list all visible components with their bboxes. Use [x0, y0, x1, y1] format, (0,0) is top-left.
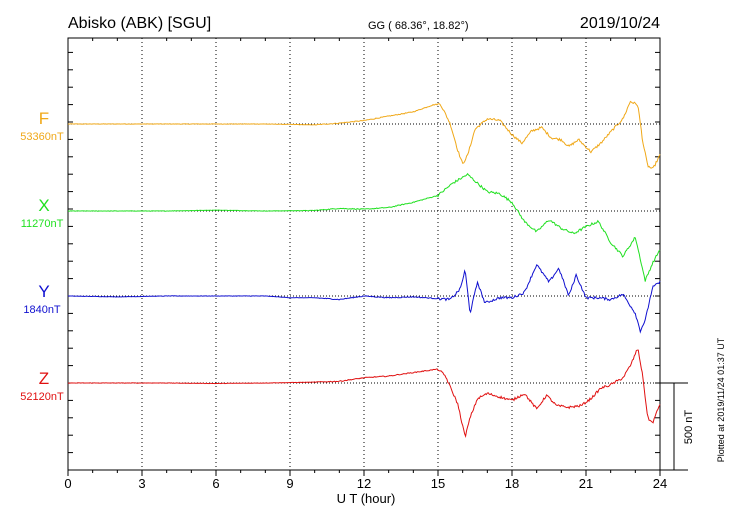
- series-baseline-value-x: 11270nT: [21, 218, 64, 230]
- series-baseline-value-y: 1840nT: [23, 304, 61, 316]
- x-tick-label: 3: [138, 476, 145, 491]
- plotted-timestamp: Plotted at 2019/11/24 01:37 UT: [716, 337, 726, 462]
- x-tick-label: 12: [357, 476, 371, 491]
- series-name-x: X: [38, 196, 49, 215]
- x-tick-label: 15: [431, 476, 445, 491]
- station-coords: GG ( 68.36°, 18.82°): [368, 20, 469, 32]
- series-name-z: Z: [39, 369, 49, 388]
- tick-layer: 0 3 6 9 12 15 18 21 24: [64, 38, 667, 491]
- scale-bar-label: 500 nT: [683, 410, 695, 445]
- x-tick-label: 9: [286, 476, 293, 491]
- series-name-y: Y: [38, 282, 49, 301]
- x-tick-label: 21: [579, 476, 593, 491]
- series-line-y: [67, 264, 661, 334]
- series-line-z: [67, 349, 661, 439]
- x-tick-label: 24: [653, 476, 667, 491]
- series-baseline-value-f: 53360nT: [20, 131, 64, 143]
- scale-bar: 500 nT: [660, 382, 695, 471]
- plot-date: 2019/10/24: [580, 15, 660, 32]
- grid-layer: [141, 38, 587, 470]
- series-name-f: F: [39, 109, 49, 128]
- series-layer: [67, 100, 661, 439]
- station-title: Abisko (ABK) [SGU]: [68, 15, 211, 32]
- x-axis-label: U T (hour): [337, 491, 396, 506]
- series-line-f: [67, 100, 661, 169]
- series-baseline-value-z: 52120nT: [20, 391, 64, 403]
- x-tick-label: 0: [64, 476, 71, 491]
- label-layer: F 53360nT X 11270nT Y 1840nT Z 52120nT: [20, 109, 64, 403]
- series-line-x: [67, 172, 661, 282]
- x-tick-label: 18: [505, 476, 519, 491]
- x-tick-label: 6: [212, 476, 219, 491]
